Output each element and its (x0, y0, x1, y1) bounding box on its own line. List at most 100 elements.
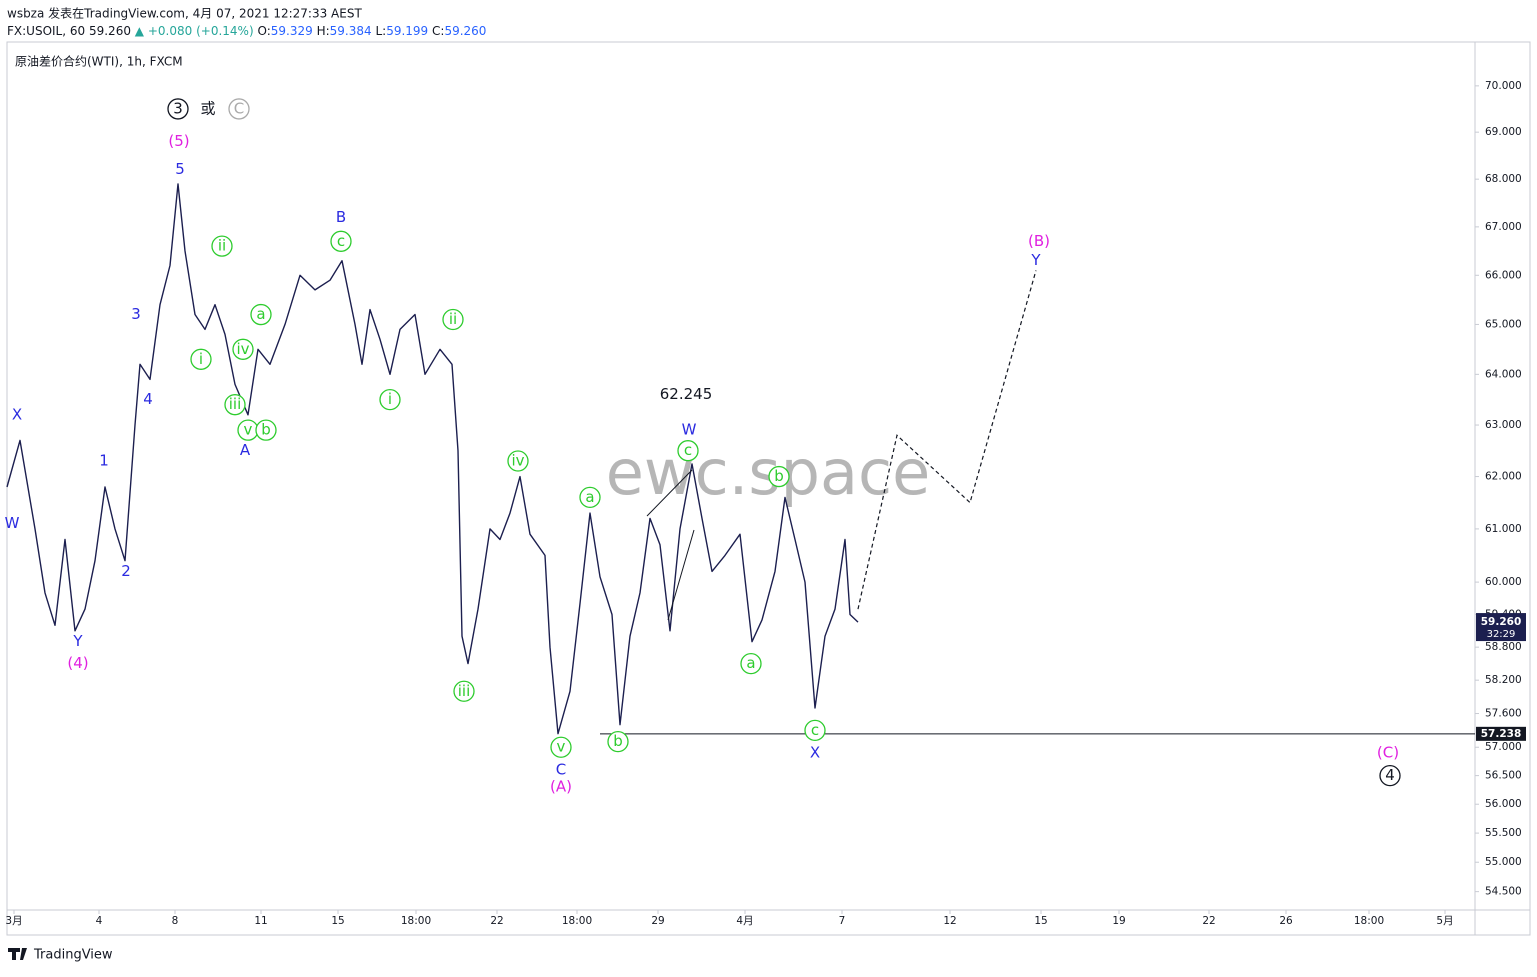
wave-label: 1 (99, 452, 109, 470)
wave-label: W (682, 421, 697, 439)
y-tick-label: 66.000 (1485, 269, 1522, 281)
y-tick-label: 56.000 (1485, 798, 1522, 810)
wave-label: X (12, 405, 22, 423)
annotation-circle (740, 652, 762, 675)
x-tick-label: 5月 (1436, 915, 1453, 927)
annotation-circle (1379, 764, 1401, 787)
ohlc-o: 59.329 (271, 24, 313, 38)
ohlc-l: 59.199 (386, 24, 428, 38)
wedge-line (667, 529, 695, 621)
wave-label: (B) (1028, 232, 1050, 250)
wave-label: a (256, 305, 265, 323)
wave-label: c (337, 232, 345, 250)
annotation-circle (228, 98, 250, 120)
annotation-circle (255, 419, 277, 441)
x-tick-label: 26 (1279, 915, 1293, 927)
wave-label: a (746, 654, 755, 672)
y-tick-label: 57.000 (1485, 741, 1522, 753)
wave-label: iv (511, 452, 524, 470)
wave-label: 2 (121, 562, 131, 580)
y-tick-label: 70.000 (1485, 80, 1522, 92)
x-tick-label: 22 (490, 915, 503, 927)
x-tick-label: 15 (1034, 915, 1047, 927)
plot: 70.000 69.000 68.000 67.000 66.000 65.000 64.0… (5, 80, 1522, 927)
countdown: 32:29 (1487, 629, 1516, 640)
annotation-circle (804, 719, 826, 741)
wave-label: iv (236, 340, 249, 358)
x-tick-label: 4月 (736, 915, 753, 927)
wave-label: b (774, 467, 784, 485)
y-tick-label: 57.600 (1485, 708, 1522, 720)
change: +0.080 (+0.14%) (148, 24, 254, 38)
level-label: 57.238 (1481, 728, 1522, 740)
x-tick-label: 18:00 (1354, 915, 1384, 927)
x-tick-label: 22 (1202, 915, 1215, 927)
x-tick-label: 11 (254, 915, 267, 927)
annotation-circle (579, 486, 601, 509)
y-tick-label: 58.200 (1485, 674, 1522, 686)
wave-label: 或 (200, 99, 215, 117)
last-price-label: 59.260 (1481, 616, 1522, 628)
footer-logo: TradingView (33, 948, 113, 963)
ohlc-c: 59.260 (444, 24, 486, 38)
annotation-circle (250, 303, 272, 326)
x-tick-label: 3月 (5, 915, 22, 927)
wave-label: c (811, 721, 819, 739)
y-tick-label: 68.000 (1485, 173, 1522, 185)
wave-label: ii (218, 237, 226, 255)
annotation-circle (677, 440, 699, 462)
wave-label: i (388, 390, 392, 408)
wave-label: (C) (1377, 743, 1399, 761)
x-tick-label: 15 (331, 915, 344, 927)
y-tick-label: 60.000 (1485, 576, 1522, 588)
level-box (1476, 726, 1526, 741)
wedge-line (646, 469, 693, 517)
annotation-circle (232, 338, 254, 360)
x-tick-label: 18:00 (562, 915, 592, 927)
wave-label: c (684, 441, 692, 459)
x-tick-label: 29 (651, 915, 664, 927)
y-tick-label: 56.500 (1485, 770, 1522, 782)
arrow: ▲ (135, 24, 145, 38)
y-tick-label: 64.000 (1485, 368, 1522, 380)
y-tick-label: 55.000 (1485, 856, 1522, 868)
wave-label: iii (458, 682, 471, 700)
y-tick-label: 58.800 (1485, 641, 1522, 653)
y-tick-label: 61.000 (1485, 523, 1522, 535)
x-tick-label: 18:00 (401, 915, 431, 927)
wave-label: a (585, 488, 594, 506)
wave-label: 3 (131, 305, 141, 323)
wave-label: W (5, 514, 20, 532)
wave-label: 62.245 (660, 385, 713, 403)
annotation-circle (167, 98, 189, 120)
annotation-circle (607, 730, 629, 753)
x-tick-label: 7 (839, 915, 846, 927)
projection-line (857, 270, 1037, 610)
wave-label: C (556, 760, 566, 778)
wave-label: A (240, 441, 251, 459)
y-tick-label: 67.000 (1485, 221, 1522, 233)
annotation-circle (379, 388, 401, 411)
ohlc-h-label: H: (317, 24, 330, 38)
frame (6, 41, 1531, 936)
symbol: FX:USOIL, 60 (7, 24, 85, 38)
wave-label: iii (229, 395, 242, 413)
legend-entry: 原油差价合约(WTI), 1h, FXCM (15, 54, 183, 69)
wave-label: (5) (168, 132, 189, 150)
wave-label: X (810, 743, 820, 761)
wave-label: b (261, 421, 271, 439)
annotation-circle (768, 465, 790, 488)
wave-label: ii (449, 310, 457, 328)
wave-label: v (557, 738, 566, 756)
x-tick-label: 19 (1112, 915, 1125, 927)
y-tick-label: 54.500 (1485, 886, 1522, 898)
y-tick-label: 69.000 (1485, 126, 1522, 138)
y-tick-label: 55.500 (1485, 827, 1522, 839)
ohlc-o-label: O: (257, 24, 270, 38)
annotation-circle (507, 450, 529, 472)
wave-label: 5 (175, 160, 185, 178)
annotation-circle (190, 348, 212, 370)
wave-label: b (613, 732, 623, 750)
